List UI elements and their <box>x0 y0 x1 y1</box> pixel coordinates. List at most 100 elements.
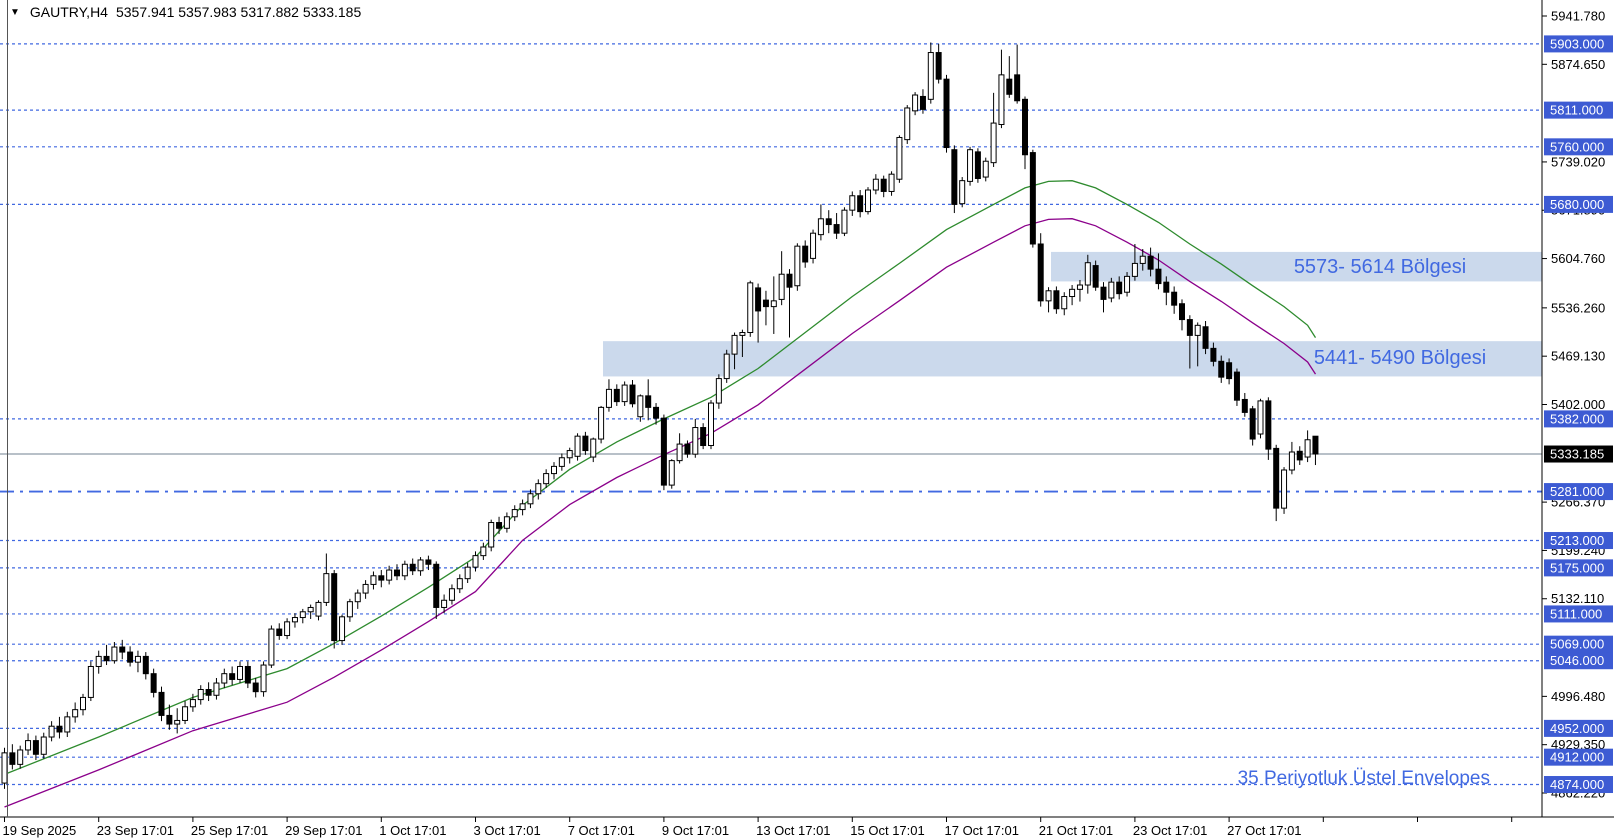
candle-body <box>872 178 879 191</box>
candle <box>1029 149 1036 248</box>
candle <box>1226 358 1233 385</box>
envelope-upper-line[interactable] <box>4 180 1317 776</box>
candle <box>346 598 353 622</box>
candle-body <box>276 628 283 637</box>
candle-body <box>409 563 416 572</box>
price-zone-band[interactable] <box>603 341 1542 377</box>
candle <box>472 551 479 572</box>
candle-body <box>1179 303 1185 321</box>
candle <box>182 701 189 725</box>
indicator-name-label[interactable]: 35 Periyotluk Üstel Envelopes <box>1237 768 1490 789</box>
candle-body <box>660 417 667 486</box>
candle <box>480 542 487 560</box>
candle-body <box>747 282 754 334</box>
candle <box>378 570 385 588</box>
candle <box>95 650 102 674</box>
candle <box>150 668 157 698</box>
candle-body <box>189 699 196 708</box>
candle-body <box>370 575 377 585</box>
candle-body <box>558 457 565 467</box>
time-axis-label: 21 Oct 17:01 <box>1039 823 1113 838</box>
candle <box>755 283 762 343</box>
candle-body <box>127 651 134 663</box>
candle <box>770 276 777 334</box>
candle <box>967 146 974 186</box>
candle <box>276 623 283 640</box>
candle-body <box>346 601 353 618</box>
candle-body <box>1069 288 1076 298</box>
symbol-dropdown-icon[interactable]: ▼ <box>10 6 20 18</box>
candle-body <box>87 665 94 698</box>
candle-body <box>291 617 298 623</box>
candle <box>1139 249 1146 271</box>
candle-body <box>794 245 801 287</box>
candle-body <box>213 682 220 696</box>
level-price-badge-text: 5760.000 <box>1550 139 1604 154</box>
candle-body <box>142 655 149 675</box>
candle-body <box>778 273 785 300</box>
candle-body <box>535 483 542 495</box>
candle <box>166 704 173 730</box>
candle-body <box>974 151 981 179</box>
level-price-badge-text: 5281.000 <box>1550 484 1604 499</box>
candle-body <box>394 569 400 577</box>
price-axis-label: 5604.760 <box>1551 251 1605 266</box>
candle <box>943 74 950 153</box>
candle <box>464 562 471 583</box>
candle-body <box>770 300 777 308</box>
candle-body <box>786 273 793 288</box>
candle-body <box>95 655 102 667</box>
candle-body <box>810 232 817 259</box>
candle <box>817 204 824 241</box>
candle-body <box>1084 262 1091 286</box>
time-axis-label: 25 Sep 17:01 <box>191 823 268 838</box>
candle <box>64 711 71 738</box>
candle <box>32 735 39 761</box>
candle <box>488 519 495 552</box>
zone-label[interactable]: 5573- 5614 Bölgesi <box>1294 256 1466 278</box>
zone-label[interactable]: 5441- 5490 Bölgesi <box>1314 347 1486 369</box>
candle-body <box>433 563 440 608</box>
candle-body <box>731 334 738 355</box>
candle <box>912 92 919 116</box>
candle <box>904 105 911 144</box>
candle-body <box>1053 290 1060 310</box>
level-price-badge-text: 5046.000 <box>1550 653 1604 668</box>
level-price-badge: 5281.000 <box>1544 483 1613 501</box>
candle <box>872 174 879 195</box>
candle-body <box>1241 398 1248 413</box>
candle <box>103 644 110 666</box>
candle <box>637 394 644 422</box>
level-price-badge: 4952.000 <box>1544 719 1613 737</box>
time-axis-label: 1 Oct 17:01 <box>379 823 446 838</box>
candle <box>605 379 612 412</box>
time-axis-label: 7 Oct 17:01 <box>568 823 635 838</box>
candle <box>527 489 534 509</box>
candle-body <box>959 180 966 205</box>
candle-body <box>56 725 63 733</box>
candle-body <box>417 559 424 572</box>
envelope-lower-line[interactable] <box>4 218 1317 808</box>
candle-body <box>182 706 189 721</box>
candle-body <box>1186 319 1193 336</box>
candle-body <box>1218 360 1225 378</box>
candle-body <box>1006 78 1013 95</box>
candle-body <box>927 52 934 100</box>
candle <box>700 423 707 450</box>
candle-body <box>645 395 652 408</box>
candle <box>1076 279 1083 302</box>
level-price-badge-text: 5213.000 <box>1550 533 1604 548</box>
candle-body <box>1194 324 1201 336</box>
price-axis-label: 5874.650 <box>1551 57 1605 72</box>
candle-body <box>1273 447 1280 509</box>
candle-body <box>386 569 393 581</box>
candle-body <box>865 189 871 213</box>
candle-body <box>362 583 369 594</box>
candle <box>291 613 298 628</box>
candle-body <box>111 646 118 662</box>
candle <box>142 652 149 680</box>
candle <box>762 290 769 326</box>
candle-body <box>25 740 32 751</box>
